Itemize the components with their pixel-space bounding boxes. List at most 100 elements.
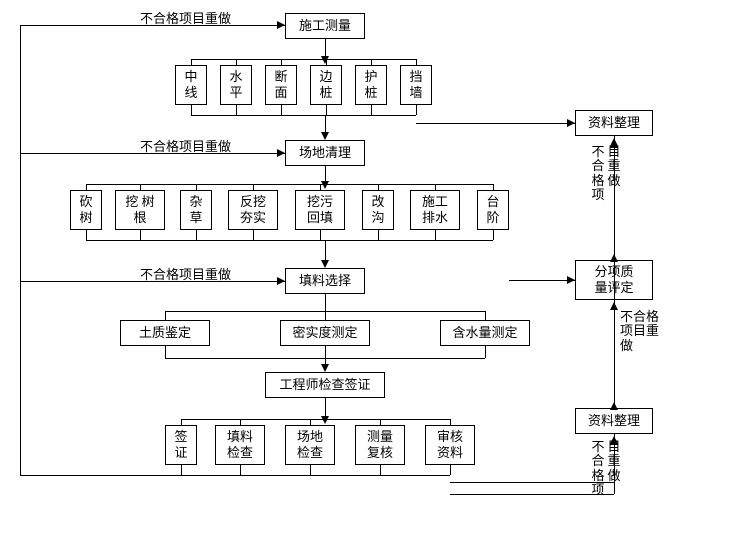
vline xyxy=(191,59,192,65)
node-r3: 资料整理 xyxy=(575,408,653,434)
node-n5: 边 桩 xyxy=(310,65,342,105)
hline xyxy=(181,419,450,420)
vline xyxy=(326,59,327,65)
vline xyxy=(86,184,87,190)
node-n25: 测量 复核 xyxy=(355,425,405,465)
hline xyxy=(86,184,493,185)
vline xyxy=(493,230,494,240)
arrow-down-icon xyxy=(321,260,329,268)
arrow-right-icon xyxy=(567,119,575,127)
vline xyxy=(380,465,381,475)
node-n3: 水 平 xyxy=(220,65,252,105)
vline xyxy=(493,184,494,190)
vline xyxy=(181,465,182,475)
vline xyxy=(485,346,486,358)
hline xyxy=(20,475,181,476)
vline xyxy=(325,115,326,132)
node-n23: 填料 检查 xyxy=(215,425,265,465)
node-n13: 挖污 回填 xyxy=(295,190,345,230)
node-n4: 断 面 xyxy=(265,65,297,105)
node-n19: 密实度测定 xyxy=(280,320,370,346)
vline xyxy=(191,105,192,115)
vline xyxy=(325,240,326,260)
node-n18: 土质鉴定 xyxy=(120,320,210,346)
node-n14: 改 沟 xyxy=(362,190,394,230)
vline xyxy=(20,25,21,475)
node-n16: 台 阶 xyxy=(477,190,509,230)
arrow-up-icon xyxy=(610,402,618,410)
node-n21: 工程师检查签证 xyxy=(265,372,385,398)
hline xyxy=(450,494,614,495)
vline xyxy=(325,398,326,416)
vline xyxy=(485,311,486,320)
label-r3b: 目 重 做 xyxy=(607,440,621,483)
vline xyxy=(326,105,327,115)
vline xyxy=(181,419,182,425)
vline xyxy=(320,184,321,190)
arrow-down-icon xyxy=(321,364,329,372)
vline xyxy=(281,105,282,115)
node-n22: 签 证 xyxy=(165,425,197,465)
label-redo-1: 不合格项目重做 xyxy=(140,8,231,27)
vline xyxy=(450,419,451,425)
vline xyxy=(165,346,166,358)
vline xyxy=(140,230,141,240)
arrow-down-icon xyxy=(321,132,329,140)
vline xyxy=(378,230,379,240)
arrow-down-icon xyxy=(321,181,329,189)
vline xyxy=(325,39,326,56)
hline xyxy=(191,115,416,116)
node-n2: 中 线 xyxy=(175,65,207,105)
node-n12: 反挖 夯实 xyxy=(228,190,278,230)
vline xyxy=(281,59,282,65)
vline xyxy=(450,465,451,475)
vline xyxy=(310,419,311,425)
arrow-down-icon xyxy=(321,56,329,64)
vline xyxy=(253,230,254,240)
node-n26: 审核 资料 xyxy=(425,425,475,465)
hline xyxy=(450,482,614,483)
label-r1a: 不 合 格 项 xyxy=(591,145,605,202)
vline xyxy=(435,184,436,190)
label-r2: 不合格 项目重 做 xyxy=(620,310,664,353)
vline xyxy=(236,105,237,115)
node-n11: 杂 草 xyxy=(180,190,212,230)
arrow-right-icon xyxy=(277,277,285,285)
arrow-right-icon xyxy=(277,149,285,157)
vline xyxy=(240,419,241,425)
label-redo-2: 不合格项目重做 xyxy=(140,136,231,155)
label-redo-3: 不合格项目重做 xyxy=(140,264,231,283)
vline xyxy=(253,184,254,190)
hline xyxy=(86,240,493,241)
vline xyxy=(140,184,141,190)
node-n1: 施工测量 xyxy=(285,13,365,39)
node-n9: 砍 树 xyxy=(70,190,102,230)
arrow-down-icon xyxy=(321,416,329,424)
arrow-up-icon xyxy=(610,254,618,262)
node-n15: 施工 排水 xyxy=(410,190,460,230)
vline xyxy=(416,59,417,65)
vline xyxy=(380,419,381,425)
arrow-right-icon xyxy=(277,21,285,29)
hline xyxy=(509,280,575,281)
vline xyxy=(325,311,326,320)
vline xyxy=(371,105,372,115)
node-n10: 挖 树 根 xyxy=(115,190,165,230)
vline xyxy=(196,184,197,190)
vline xyxy=(325,166,326,181)
node-r1: 资料整理 xyxy=(575,110,653,136)
node-n7: 挡 墙 xyxy=(400,65,432,105)
vline xyxy=(371,59,372,65)
node-n8: 场地清理 xyxy=(285,140,365,166)
hline xyxy=(181,475,450,476)
vline xyxy=(416,105,417,115)
node-n20: 含水量测定 xyxy=(440,320,530,346)
vline xyxy=(86,230,87,240)
vline xyxy=(240,465,241,475)
hline xyxy=(416,123,575,124)
node-n17: 填料选择 xyxy=(285,268,365,294)
vline xyxy=(236,59,237,65)
vline xyxy=(165,311,166,320)
vline xyxy=(378,184,379,190)
hline xyxy=(191,59,416,60)
